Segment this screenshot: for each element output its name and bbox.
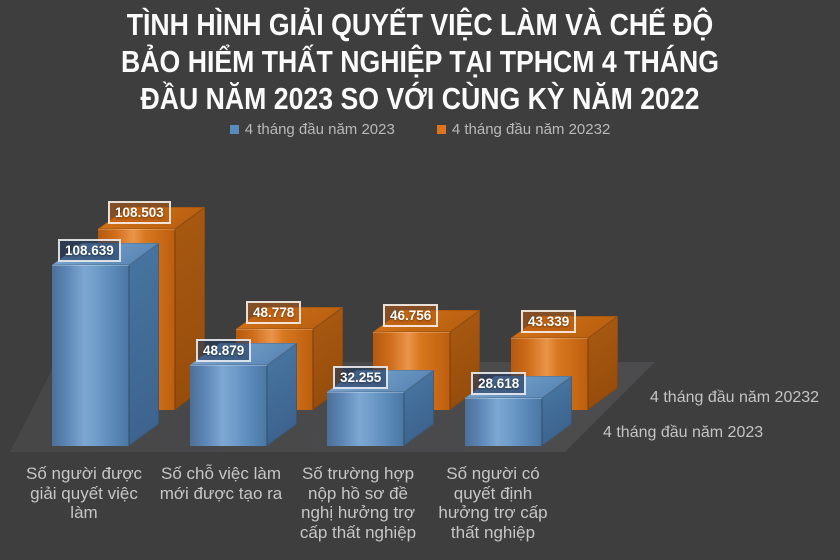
bar-2023-cat2: 48.879 <box>190 339 297 446</box>
legend-label-2022: 4 tháng đầu năm 20232 <box>451 121 611 138</box>
legend-label-2023: 4 tháng đầu năm 2023 <box>244 121 395 138</box>
bar-front-face <box>52 265 129 446</box>
bar-side-face <box>129 242 159 446</box>
bar-front-face <box>190 365 267 446</box>
legend-item-2022: 4 tháng đầu năm 20232 <box>436 121 611 138</box>
category-label-1: Số người được giải quyết việc làm <box>26 464 142 522</box>
legend-swatch-2022 <box>436 125 446 134</box>
bar-2023-cat1: 108.639 <box>52 239 159 446</box>
chart-title: TÌNH HÌNH GIẢI QUYẾT VIỆC LÀM VÀ CHẾ ĐỘ … <box>121 7 719 116</box>
value-label: 48.778 <box>246 301 302 324</box>
legend-swatch-2023 <box>229 125 239 134</box>
depth-axis-label-2023: 4 tháng đầu năm 2023 <box>603 424 764 441</box>
depth-axis-label-2022: 4 tháng đầu năm 20232 <box>650 389 820 406</box>
value-label: 43.339 <box>521 310 577 333</box>
category-label-3: Số trường hợp nộp hồ sơ đề nghị hưởng tr… <box>299 464 417 542</box>
bar-front-face <box>465 398 542 446</box>
category-label-4: Số người có quyết định hưởng trợ cấp thấ… <box>438 464 548 542</box>
bar-2023-cat4: 28.618 <box>465 372 572 446</box>
legend-item-2023: 4 tháng đầu năm 2023 <box>229 121 395 138</box>
value-label: 46.756 <box>383 304 439 327</box>
bar-2023-cat3: 32.255 <box>327 366 434 446</box>
category-label-2: Số chỗ việc làm mới được tạo ra <box>159 464 283 503</box>
bar-front-face <box>327 392 404 446</box>
value-label: 108.639 <box>58 239 121 262</box>
value-label: 108.503 <box>108 201 171 224</box>
value-label: 28.618 <box>471 372 527 395</box>
legend: 4 tháng đầu năm 2023 4 tháng đầu năm 202… <box>0 121 840 138</box>
value-label: 32.255 <box>333 366 389 389</box>
value-label: 48.879 <box>196 339 252 362</box>
